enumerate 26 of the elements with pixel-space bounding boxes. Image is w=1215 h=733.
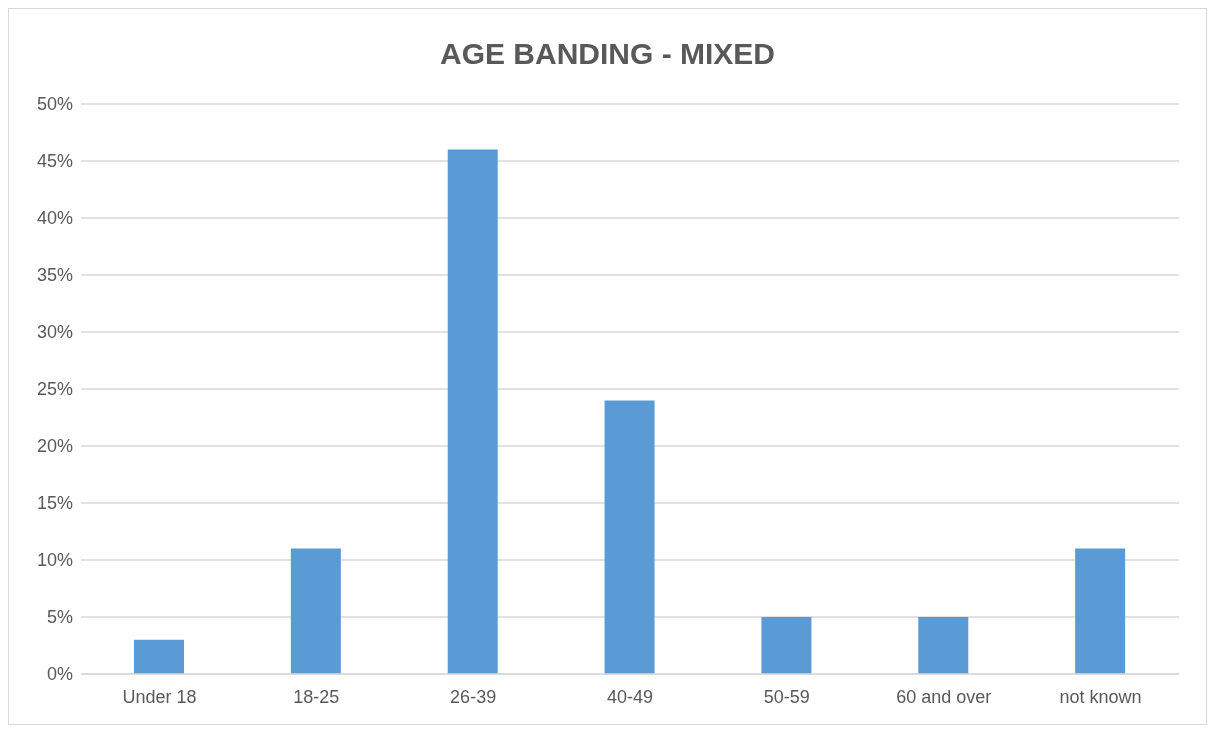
y-tick-label: 5% (46, 607, 73, 628)
y-tick-label: 45% (36, 151, 73, 172)
x-tick-label: Under 18 (122, 686, 197, 707)
y-tick-label: 0% (46, 664, 73, 685)
bar (918, 617, 969, 674)
y-tick-label: 20% (36, 436, 73, 457)
y-tick-label: 35% (36, 265, 73, 286)
x-tick-label: not known (1059, 686, 1142, 707)
y-tick-label: 10% (36, 550, 73, 571)
x-tick-label: 18-25 (293, 686, 340, 707)
bar (604, 400, 655, 674)
bar (761, 617, 812, 674)
bar (447, 149, 498, 674)
x-tick-label: 50-59 (763, 686, 810, 707)
y-tick-label: 30% (36, 322, 73, 343)
bar (290, 548, 341, 674)
y-tick-label: 50% (36, 94, 73, 115)
y-tick-label: 40% (36, 208, 73, 229)
chart-title: AGE BANDING - MIXED (439, 36, 776, 72)
x-tick-label: 60 and over (896, 686, 992, 707)
bar (134, 639, 184, 674)
bar (1075, 548, 1126, 674)
y-tick-label: 25% (36, 379, 73, 400)
y-tick-label: 15% (36, 493, 73, 514)
x-tick-label: 26-39 (450, 686, 497, 707)
x-tick-label: 40-49 (606, 686, 654, 707)
